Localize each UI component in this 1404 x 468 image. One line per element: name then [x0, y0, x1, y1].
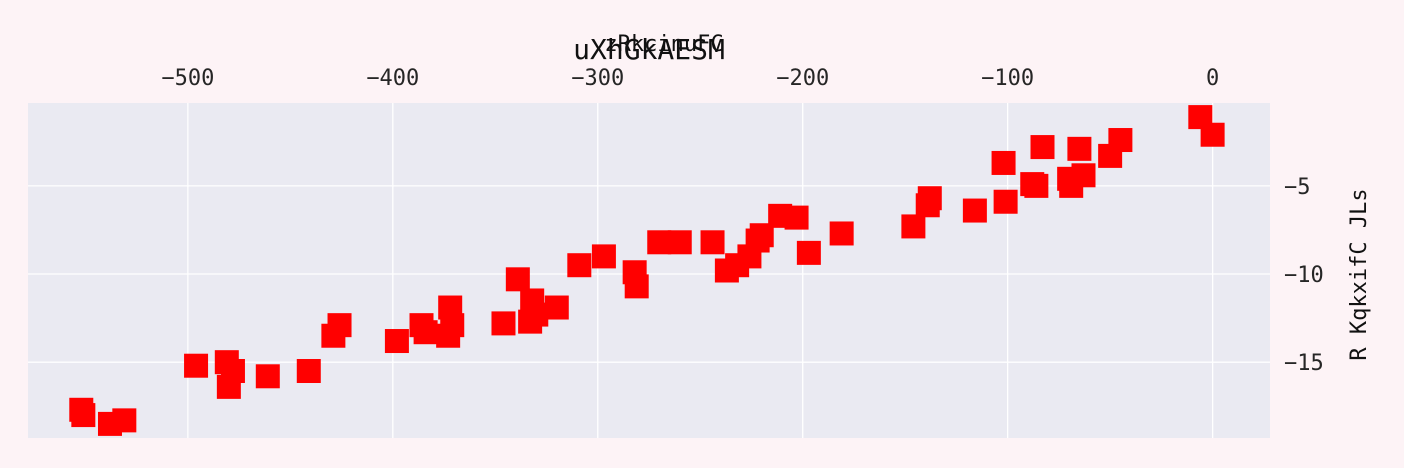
data-point: [624, 274, 649, 299]
chart-title: uXhGkAESM: [573, 33, 725, 66]
data-point: [647, 230, 672, 255]
data-point: [1067, 136, 1092, 161]
data-point: [796, 240, 821, 265]
data-point: [184, 353, 209, 378]
data-point: [71, 403, 96, 428]
data-point: [327, 313, 352, 338]
data-point: [917, 186, 942, 211]
y-tick-label: −15: [1284, 351, 1324, 376]
data-point: [296, 359, 321, 383]
data-point: [1030, 135, 1055, 160]
data-point: [962, 198, 987, 223]
data-point: [413, 320, 438, 345]
data-point: [112, 408, 137, 433]
y-tick-label: −10: [1284, 263, 1324, 288]
data-point: [667, 230, 692, 255]
data-point: [491, 311, 516, 336]
data-point: [505, 267, 530, 292]
y-axis-ticks: −5 −10 −15: [1284, 175, 1324, 376]
data-points: [69, 105, 1225, 436]
x-axis-ticks: −500 −400 −300 −200 −100 0: [161, 66, 1219, 91]
data-point: [567, 253, 592, 278]
y-axis-label: R KqkxifC JLs: [1347, 188, 1372, 360]
data-point: [384, 329, 409, 354]
data-point: [991, 150, 1016, 175]
data-point: [993, 189, 1018, 214]
x-axis-label: zRkcinuFC: [604, 32, 723, 57]
data-point: [524, 302, 549, 327]
data-point: [901, 214, 926, 239]
data-point: [1108, 128, 1133, 153]
data-point: [1200, 122, 1225, 147]
x-tick-label: 0: [1206, 66, 1219, 91]
x-tick-label: −300: [571, 66, 624, 91]
x-tick-label: −200: [776, 66, 829, 91]
data-point: [1024, 173, 1049, 198]
x-tick-label: −400: [366, 66, 419, 91]
data-point: [544, 295, 569, 320]
x-tick-label: −100: [981, 66, 1034, 91]
data-point: [440, 313, 465, 338]
data-point: [255, 364, 280, 389]
data-point: [700, 230, 725, 255]
data-point: [220, 359, 245, 383]
data-point: [591, 244, 616, 269]
x-tick-label: −500: [161, 66, 214, 91]
y-tick-label: −5: [1284, 175, 1311, 200]
data-point: [784, 205, 809, 230]
data-point: [829, 221, 854, 246]
data-point: [1071, 163, 1096, 188]
